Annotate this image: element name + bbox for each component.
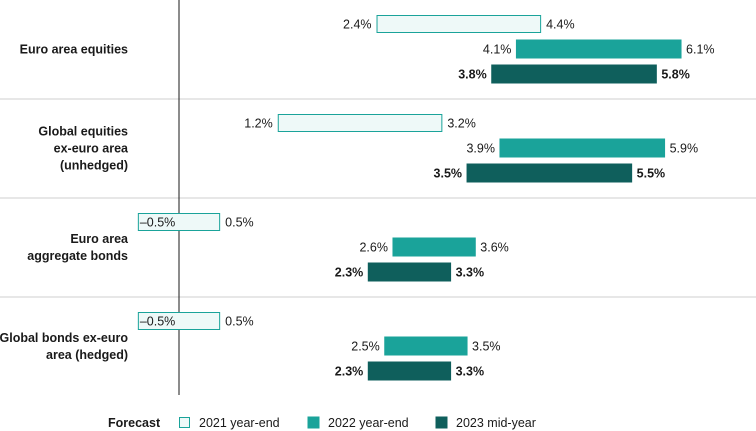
value-label-high: 3.3% [456, 365, 485, 379]
value-label-low: 2.3% [335, 266, 364, 280]
value-label-high: 5.5% [637, 167, 666, 181]
value-label-high: 3.2% [447, 117, 476, 131]
bar-2023-mid-year-2 [466, 163, 633, 183]
value-label-low: 3.8% [458, 68, 487, 82]
bar-2021-year-end-3 [137, 213, 221, 231]
legend-title: Forecast [108, 416, 161, 430]
bar-2022-year-end-4 [384, 336, 468, 356]
bar-2023-mid-year-4 [367, 361, 452, 381]
value-label-low: 2.4% [343, 18, 372, 32]
value-label-high: 6.1% [686, 43, 715, 57]
value-label-low: 2.6% [359, 241, 388, 255]
value-label-low: 2.5% [351, 340, 380, 354]
value-label-low: 3.5% [434, 167, 463, 181]
value-label-low: –0.5% [140, 315, 175, 329]
value-label-high: 3.6% [480, 241, 509, 255]
bar-2021-year-end-1 [376, 15, 542, 33]
legend-label-2023-mid-year: 2023 mid-year [456, 416, 536, 430]
value-label-high: 5.9% [670, 142, 699, 156]
value-label-high: 5.8% [661, 68, 690, 82]
bar-2021-year-end-2 [277, 114, 443, 132]
value-label-low: 4.1% [483, 43, 512, 57]
legend-label-2022-year-end: 2022 year-end [328, 416, 409, 430]
legend-swatch-2021-year-end [179, 417, 190, 428]
legend-label-2021-year-end: 2021 year-end [199, 416, 280, 430]
value-label-low: 3.9% [466, 142, 495, 156]
value-label-low: 1.2% [244, 117, 273, 131]
bar-2022-year-end-2 [499, 138, 666, 158]
category-label-2: Global equities ex-euro area (unhedged) [38, 125, 129, 173]
category-labels: Euro area equities Global equities ex-euro… [0, 43, 129, 363]
value-label-high: 0.5% [225, 315, 254, 329]
bar-2023-mid-year-3 [367, 262, 452, 282]
value-label-low: 2.3% [335, 365, 364, 379]
category-label-4: Global bonds ex-euro area (hedged) [0, 331, 128, 362]
bar-2022-year-end-3 [392, 237, 476, 257]
value-label-high: 0.5% [225, 216, 254, 230]
value-label-low: –0.5% [140, 216, 175, 230]
category-label-3: Euro area aggregate bonds [27, 232, 129, 263]
bar-2023-mid-year-1 [491, 64, 657, 84]
bar-2022-year-end-1 [515, 39, 682, 59]
category-label-1: Euro area equities [20, 43, 128, 57]
bar-2021-year-end-4 [137, 312, 221, 330]
range-bars: 2.4% 4.4% 1.2% 3.2% –0.5% 0.5% –0.5% 0.5% 4.1% 6.… [137, 15, 715, 381]
value-label-high: 3.5% [472, 340, 501, 354]
legend: Forecast 2021 year-end 2022 year-end 2023 m… [108, 416, 536, 430]
legend-swatch-2022-year-end [307, 416, 320, 429]
group-separators [0, 98, 756, 298]
legend-swatch-2023-mid-year [435, 416, 448, 429]
value-label-high: 3.3% [456, 266, 485, 280]
value-label-high: 4.4% [546, 18, 575, 32]
